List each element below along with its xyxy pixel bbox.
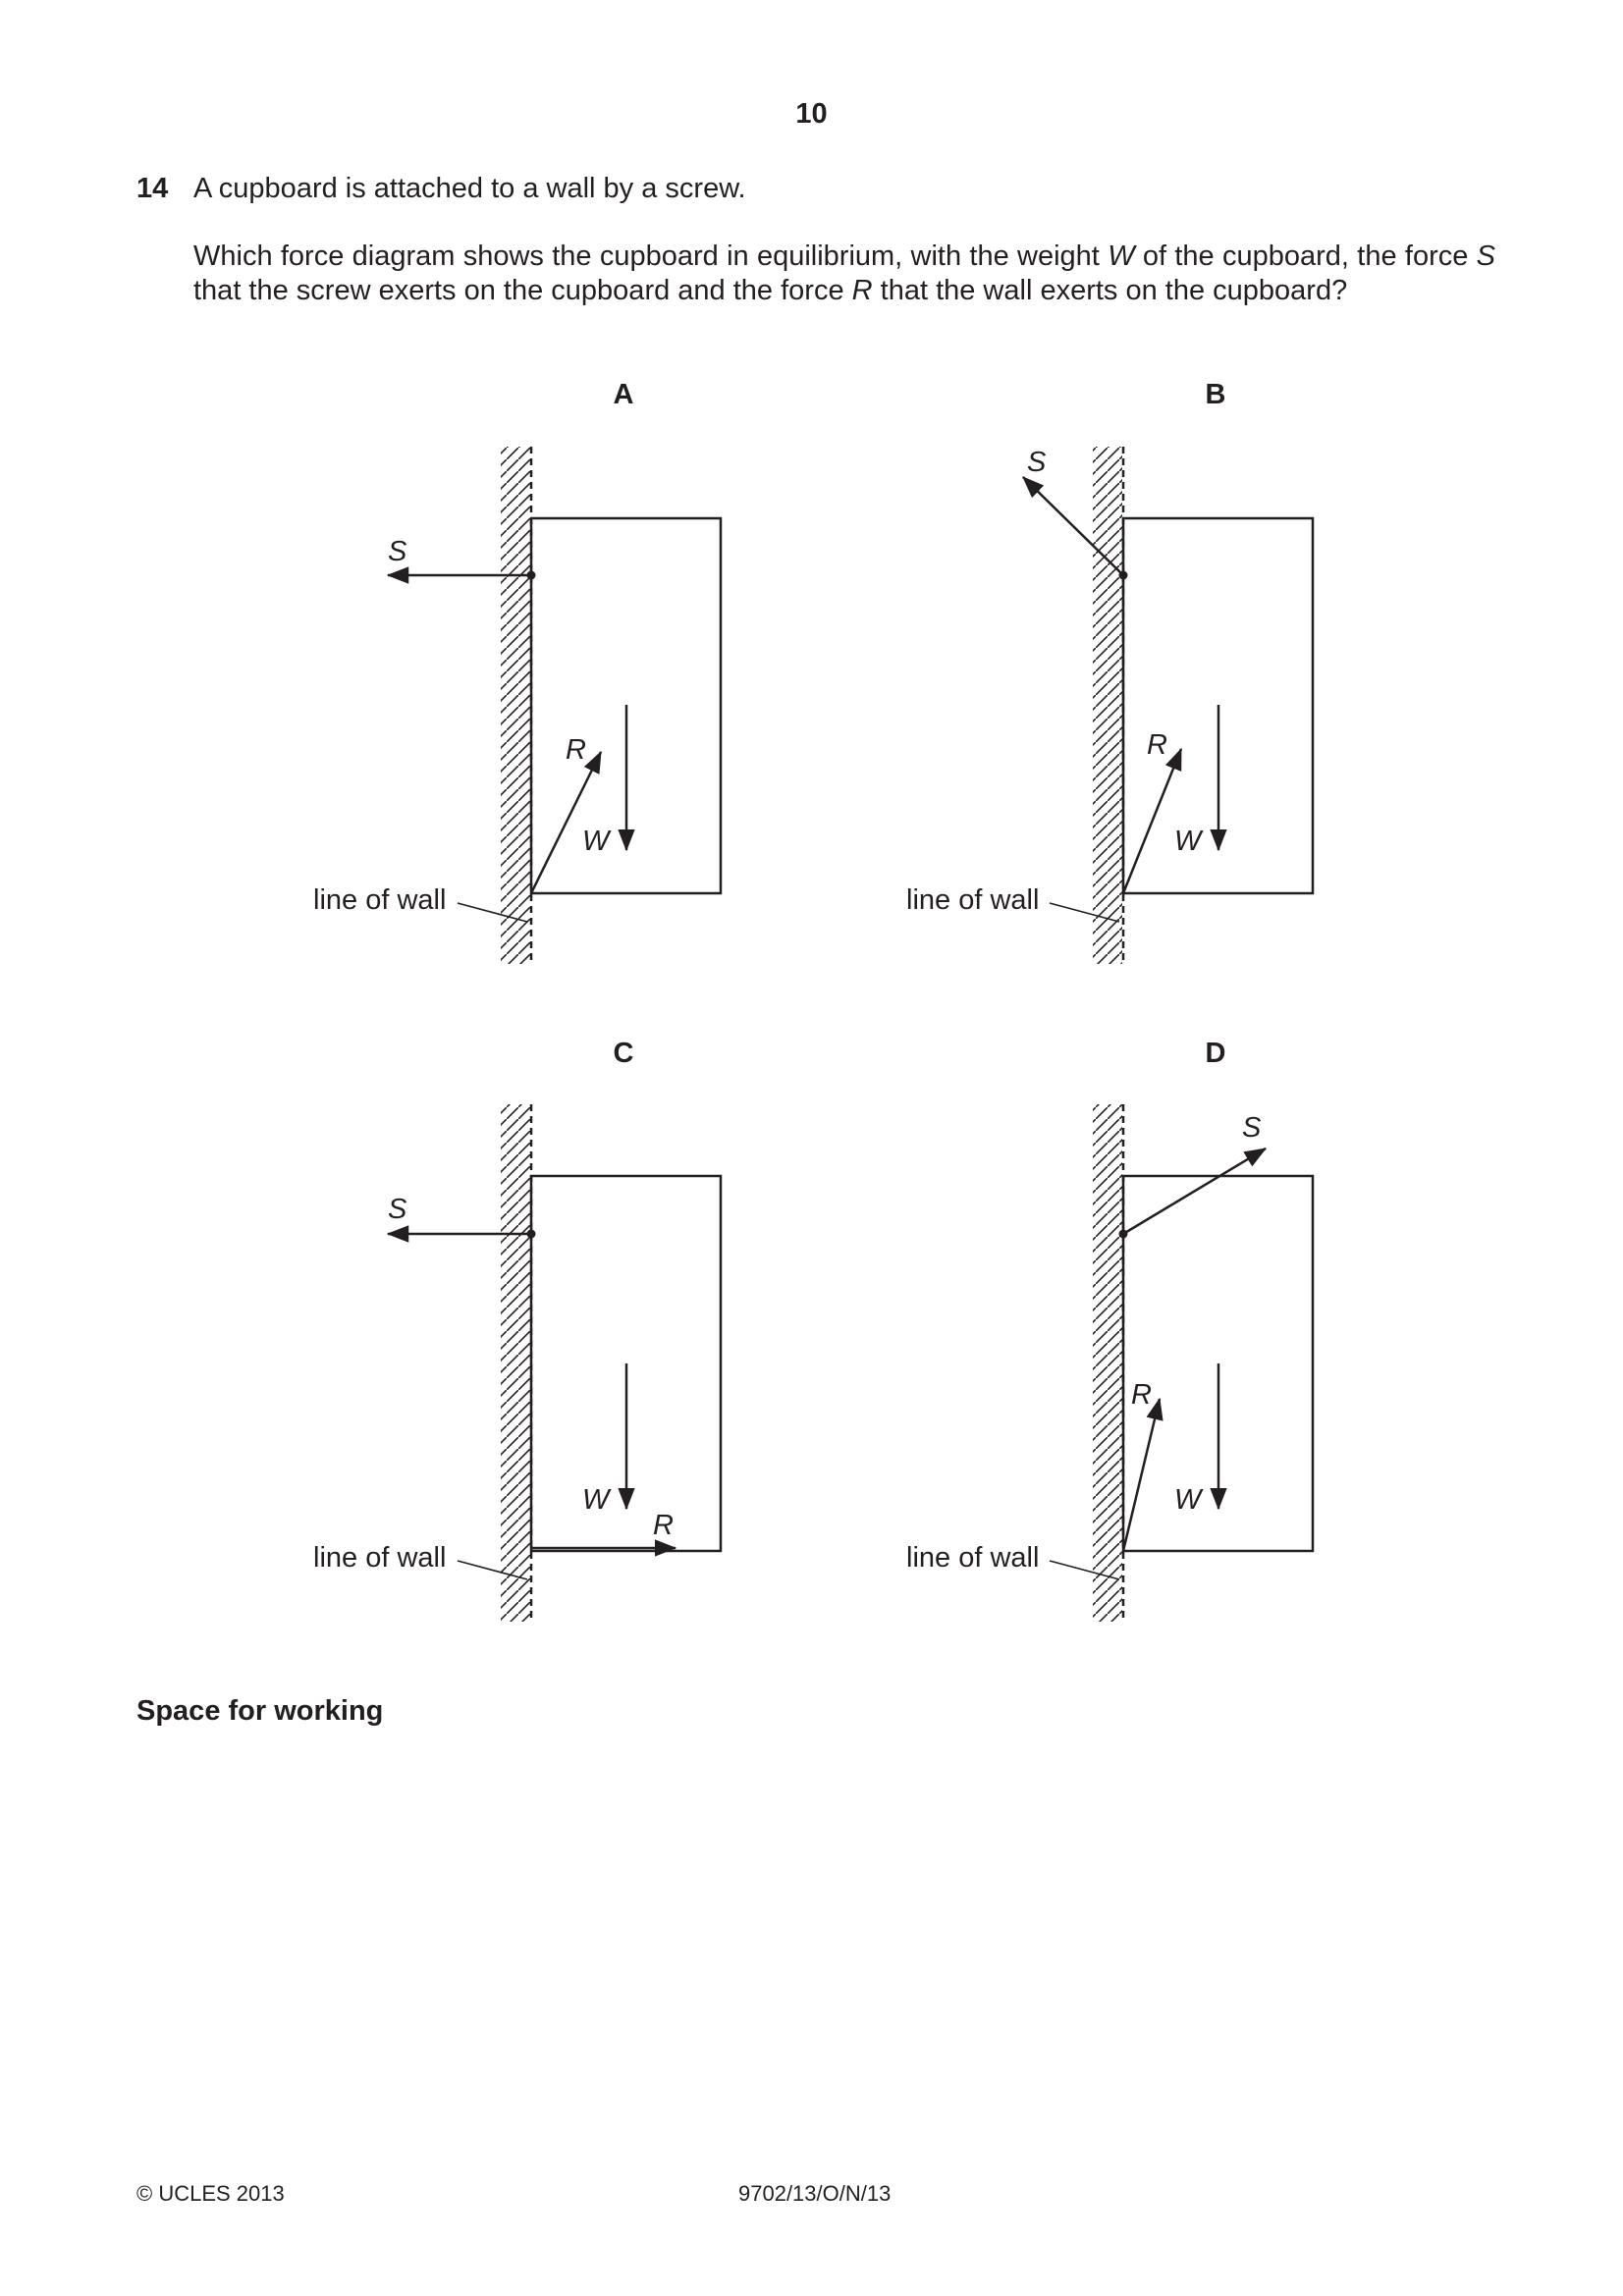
- prompt-text-1: Which force diagram shows the cupboard i…: [193, 240, 1109, 272]
- force-r-label: R: [1131, 1379, 1152, 1411]
- wall-hatching: [501, 1104, 530, 1622]
- force-w-label: W: [1174, 826, 1204, 857]
- force-r-label: R: [1147, 729, 1167, 761]
- cupboard: [529, 516, 723, 895]
- force-r-arrow: [1121, 1397, 1163, 1552]
- force-s-arrow: [1122, 1147, 1268, 1236]
- question-stem: A cupboard is attached to a wall by a sc…: [193, 173, 746, 204]
- force-s-arrow: [1022, 476, 1124, 576]
- option-letter-d: D: [1206, 1038, 1226, 1069]
- option-letter-b: B: [1206, 379, 1226, 410]
- force-w-label: W: [582, 1484, 612, 1516]
- cupboard: [529, 1174, 723, 1553]
- force-r-arrow: [1121, 747, 1183, 894]
- diagram-a: A S R W line of wall: [313, 379, 723, 964]
- force-s-label: S: [1027, 447, 1047, 478]
- page-number: 10: [795, 98, 828, 130]
- option-letter-a: A: [614, 379, 634, 410]
- prompt-symbol-w: W: [1108, 240, 1135, 272]
- diagram-b: B S R W line of wall: [906, 379, 1315, 964]
- force-s-label: S: [1242, 1112, 1262, 1144]
- diagram-d: D S R W line of wall: [906, 1038, 1315, 1622]
- wall-hatching: [1093, 1104, 1122, 1622]
- wall-label: line of wall: [313, 884, 446, 916]
- prompt-symbol-r: R: [851, 275, 873, 306]
- prompt-text-3: that the screw exerts on the cupboard an…: [193, 275, 852, 306]
- force-s-label: S: [388, 1194, 407, 1225]
- force-w-label: W: [1174, 1484, 1204, 1516]
- footer-copyright: © UCLES 2013: [136, 2181, 285, 2206]
- force-s-label: S: [388, 536, 407, 567]
- cupboard: [1121, 516, 1315, 895]
- force-r-arrow: [529, 750, 603, 894]
- wall-label: line of wall: [906, 884, 1039, 916]
- question-number: 14: [136, 173, 169, 204]
- question-prompt: Which force diagram shows the cupboard i…: [193, 240, 1495, 308]
- wall-label: line of wall: [906, 1542, 1039, 1574]
- prompt-symbol-s: S: [1476, 240, 1496, 272]
- working-space-heading: Space for working: [136, 1695, 384, 1727]
- wall-label-leader: [457, 902, 528, 923]
- prompt-text-2: of the cupboard, the force: [1134, 240, 1477, 272]
- footer-paper-code: 9702/13/O/N/13: [738, 2181, 892, 2206]
- prompt-text-4: that the wall exerts on the cupboard?: [872, 275, 1348, 306]
- force-r-label: R: [653, 1510, 674, 1541]
- force-r-label: R: [566, 734, 586, 766]
- diagram-c: C S W R line of wall: [313, 1038, 723, 1622]
- wall-hatching: [501, 447, 530, 964]
- option-letter-c: C: [614, 1038, 634, 1069]
- wall-label-leader: [1049, 1560, 1120, 1580]
- wall-hatching: [1093, 447, 1122, 964]
- wall-label: line of wall: [313, 1542, 446, 1574]
- force-w-label: W: [582, 826, 612, 857]
- wall-label-leader: [1049, 902, 1120, 923]
- wall-label-leader: [457, 1560, 528, 1580]
